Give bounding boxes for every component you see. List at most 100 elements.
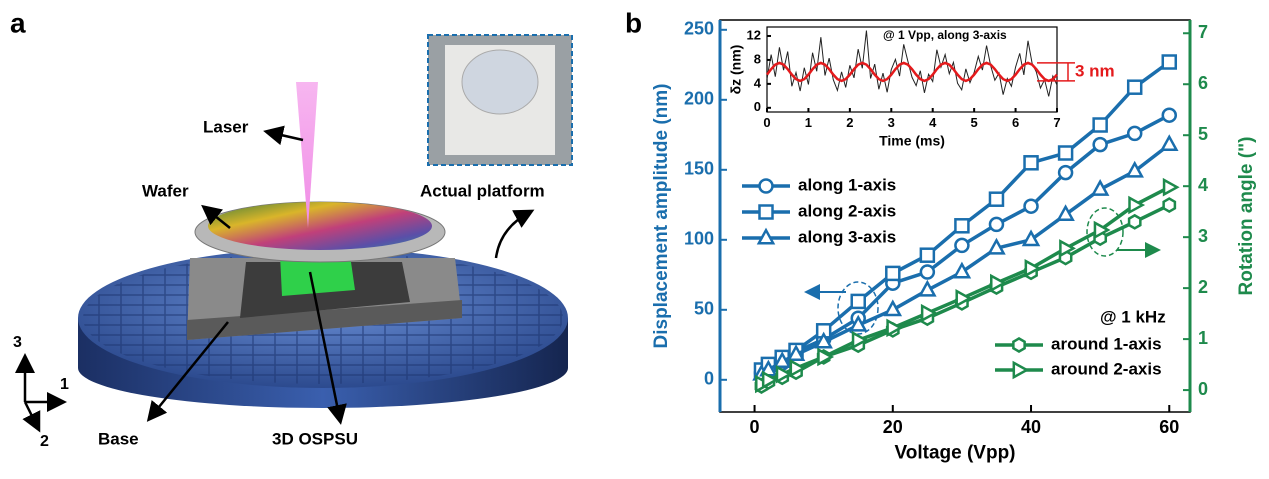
x-tick-label: 20 <box>883 417 903 437</box>
callout: Laser <box>203 117 249 136</box>
x-tick-label: 3 <box>888 115 895 130</box>
arrow <box>146 321 229 422</box>
y2-tick-label: 0 <box>1198 379 1208 399</box>
arrow <box>494 209 535 259</box>
callout-ellipse <box>1086 207 1124 257</box>
marker <box>920 303 938 323</box>
marker <box>1161 54 1178 70</box>
marker <box>885 265 901 282</box>
marker <box>987 237 1006 255</box>
y2-axis-title: Rotation angle (") <box>1236 137 1257 296</box>
marker <box>1021 229 1041 247</box>
marker <box>919 247 936 263</box>
marker <box>1056 204 1075 222</box>
y-tick-label: 150 <box>684 159 714 179</box>
y2-tick-label: 2 <box>1198 277 1208 297</box>
y2-tick-label: 7 <box>1198 22 1208 42</box>
marker <box>1161 107 1178 123</box>
marker <box>1126 125 1143 142</box>
x-tick-label: 1 <box>805 115 812 130</box>
y-tick-label: 8 <box>754 51 761 66</box>
marker <box>851 330 869 350</box>
x-tick-label: 6 <box>1012 115 1019 130</box>
legend-label: along 2-axis <box>798 201 896 220</box>
y2-tick-label: 6 <box>1198 73 1208 93</box>
callout-ellipse <box>837 281 879 335</box>
plot-frame <box>766 26 1058 113</box>
callout: 3D OSPSU <box>272 429 358 448</box>
axis-label: 3 <box>13 334 22 351</box>
marker <box>1160 134 1179 152</box>
marker <box>1125 160 1144 178</box>
marker <box>1057 164 1074 181</box>
y-tick-label: 200 <box>684 89 714 109</box>
panel-label: b <box>625 7 642 38</box>
marker <box>786 344 806 362</box>
y-tick-label: 0 <box>754 99 761 114</box>
marker <box>789 358 807 378</box>
legend-label: around 2-axis <box>1051 359 1162 378</box>
marker <box>886 318 904 338</box>
marker <box>952 261 972 279</box>
legend-label: around 1-axis <box>1051 334 1162 353</box>
marker <box>988 191 1005 207</box>
x-axis-title: Voltage (Vpp) <box>894 442 1015 463</box>
legend-marker <box>758 178 774 194</box>
marker <box>1092 136 1108 153</box>
callout: Wafer <box>142 181 189 200</box>
axis-label: 1 <box>60 376 69 393</box>
laser-beam <box>296 82 318 228</box>
marker <box>1024 258 1042 278</box>
axis-label: 2 <box>40 433 49 450</box>
marker <box>988 216 1005 233</box>
wafer <box>208 202 432 250</box>
y-tick-label: 12 <box>747 27 761 42</box>
x-tick-label: 40 <box>1021 417 1041 437</box>
marker <box>1023 155 1039 171</box>
marker <box>817 347 835 367</box>
stage-frame-front <box>187 300 462 340</box>
marker <box>955 289 973 308</box>
marker <box>919 264 936 280</box>
legend-marker <box>1012 337 1026 353</box>
x-tick-label: 4 <box>929 115 937 130</box>
y-axis-title: δz (nm) <box>728 45 744 95</box>
panel-label: a <box>10 7 26 38</box>
axis-arrow <box>22 401 41 433</box>
legend-label: along 1-axis <box>798 175 896 194</box>
x-tick-label: 60 <box>1159 417 1179 437</box>
photo-wafer <box>461 49 539 115</box>
marker <box>954 218 970 234</box>
series-line <box>766 61 1058 83</box>
y-tick-label: 100 <box>684 229 714 249</box>
marker <box>1092 117 1108 133</box>
ospsu <box>280 255 355 296</box>
x-tick-label: 5 <box>971 115 978 130</box>
x-tick-label: 0 <box>750 417 760 437</box>
y2-tick-label: 3 <box>1198 226 1208 246</box>
marker <box>1162 197 1177 213</box>
marker <box>1128 195 1146 215</box>
illustration: a Laser Wafer Actual platform Base 3D OS… <box>10 7 573 450</box>
legend-marker <box>758 204 774 220</box>
x-tick-label: 0 <box>763 115 770 130</box>
annotation: 3 nm <box>1075 61 1115 80</box>
marker <box>772 351 792 369</box>
callout: Base <box>98 429 139 448</box>
y-tick-label: 50 <box>694 299 714 319</box>
marker <box>848 314 868 332</box>
legend-marker <box>1012 360 1030 380</box>
arrow <box>263 125 304 146</box>
y2-tick-label: 4 <box>1198 175 1208 195</box>
y-tick-label: 0 <box>704 369 714 389</box>
marker <box>1057 145 1074 161</box>
marker <box>1090 179 1110 196</box>
annotation: @ 1 Vpp, along 3-axis <box>883 28 1007 42</box>
y2-tick-label: 5 <box>1198 124 1208 144</box>
annotation: @ 1 kHz <box>1100 307 1166 326</box>
legend-marker <box>756 227 776 245</box>
marker <box>883 299 903 317</box>
marker <box>1093 220 1111 240</box>
marker <box>814 331 833 349</box>
marker <box>775 365 793 384</box>
